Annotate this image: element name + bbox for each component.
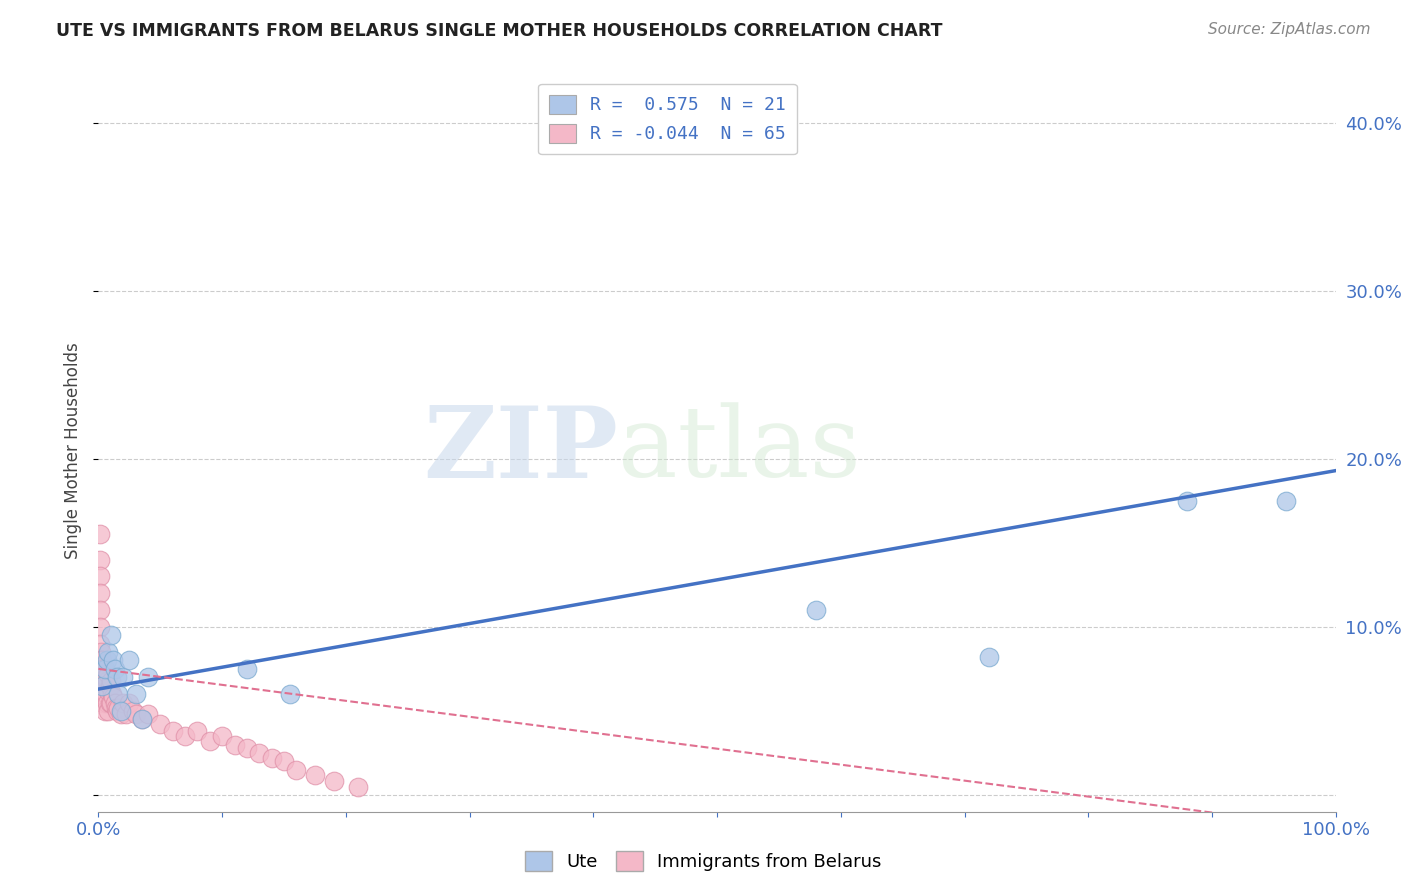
Point <box>93 662 115 676</box>
Point <box>89 620 111 634</box>
Point <box>93 690 115 705</box>
Point <box>97 645 120 659</box>
Point <box>110 707 132 722</box>
Point <box>112 696 135 710</box>
Point <box>90 645 112 659</box>
Point <box>110 704 132 718</box>
Point <box>93 687 115 701</box>
Point <box>100 696 122 710</box>
Point <box>131 712 153 726</box>
Point <box>224 738 246 752</box>
Point <box>104 700 127 714</box>
Point <box>96 653 118 667</box>
Point <box>174 729 197 743</box>
Point <box>90 653 112 667</box>
Point <box>124 687 146 701</box>
Point <box>94 670 117 684</box>
Point <box>149 717 172 731</box>
Point <box>162 724 184 739</box>
Point <box>97 704 120 718</box>
Legend: R =  0.575  N = 21, R = -0.044  N = 65: R = 0.575 N = 21, R = -0.044 N = 65 <box>538 84 797 154</box>
Point <box>94 687 117 701</box>
Text: ZIP: ZIP <box>423 402 619 499</box>
Point <box>131 712 153 726</box>
Point <box>247 746 270 760</box>
Point <box>97 683 120 698</box>
Point <box>112 670 135 684</box>
Y-axis label: Single Mother Households: Single Mother Households <box>65 343 83 558</box>
Point <box>103 653 125 667</box>
Point <box>91 679 114 693</box>
Point <box>114 707 136 722</box>
Point <box>89 603 111 617</box>
Point <box>97 667 120 681</box>
Point <box>96 696 118 710</box>
Point <box>304 768 326 782</box>
Point <box>91 653 114 667</box>
Text: UTE VS IMMIGRANTS FROM BELARUS SINGLE MOTHER HOUSEHOLDS CORRELATION CHART: UTE VS IMMIGRANTS FROM BELARUS SINGLE MO… <box>56 22 943 40</box>
Point <box>91 673 114 688</box>
Point <box>118 653 141 667</box>
Point <box>278 687 301 701</box>
Point <box>89 569 111 583</box>
Point <box>101 687 124 701</box>
Point <box>198 734 221 748</box>
Point <box>103 690 125 705</box>
Point <box>1175 494 1198 508</box>
Point <box>107 700 129 714</box>
Point <box>89 653 111 667</box>
Point <box>122 704 145 718</box>
Point <box>136 670 159 684</box>
Point <box>1275 494 1298 508</box>
Point <box>124 707 146 722</box>
Point <box>211 729 233 743</box>
Point <box>93 667 115 681</box>
Point <box>96 673 118 688</box>
Point <box>91 687 114 701</box>
Point <box>273 754 295 768</box>
Point <box>100 673 122 688</box>
Point <box>98 679 121 693</box>
Point <box>322 774 344 789</box>
Point <box>90 670 112 684</box>
Point <box>103 662 125 676</box>
Legend: Ute, Immigrants from Belarus: Ute, Immigrants from Belarus <box>517 844 889 879</box>
Point <box>93 704 115 718</box>
Point <box>90 679 112 693</box>
Point <box>804 603 827 617</box>
Point <box>979 650 1001 665</box>
Text: atlas: atlas <box>619 402 860 499</box>
Point <box>89 637 111 651</box>
Point <box>260 751 283 765</box>
Point <box>136 707 159 722</box>
Point <box>91 662 114 676</box>
Point <box>107 687 129 701</box>
Point <box>105 704 128 718</box>
Text: Source: ZipAtlas.com: Source: ZipAtlas.com <box>1208 22 1371 37</box>
Point <box>93 696 115 710</box>
Point <box>236 662 259 676</box>
Point <box>100 628 122 642</box>
Point <box>347 780 370 794</box>
Point <box>105 670 128 684</box>
Point <box>118 696 141 710</box>
Point <box>93 679 115 693</box>
Point <box>285 763 308 777</box>
Point <box>98 696 121 710</box>
Point <box>103 696 125 710</box>
Point <box>90 662 112 676</box>
Point <box>93 673 115 688</box>
Point <box>89 586 111 600</box>
Point <box>186 724 208 739</box>
Point <box>89 552 111 566</box>
Point <box>236 740 259 755</box>
Point <box>89 527 111 541</box>
Point <box>93 662 115 676</box>
